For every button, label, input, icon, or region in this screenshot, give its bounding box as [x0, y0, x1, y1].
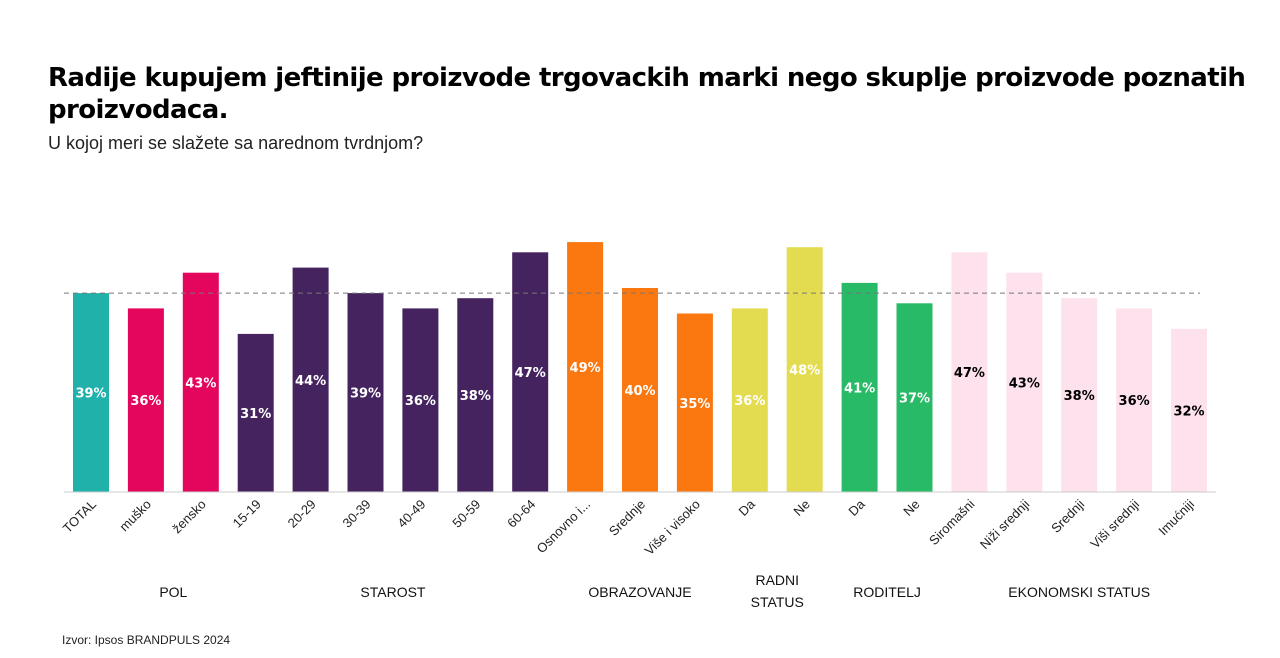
x-tick-label-0: TOTAL	[60, 497, 99, 536]
bar-6	[402, 308, 439, 492]
data-label-7: 38%	[460, 389, 491, 404]
data-label-4: 44%	[295, 374, 326, 389]
data-label-0: 39%	[75, 387, 106, 402]
data-label-19: 36%	[1119, 394, 1150, 409]
data-label-18: 38%	[1064, 389, 1095, 404]
bar-18	[1061, 298, 1098, 492]
bar-2	[182, 272, 219, 492]
data-label-9: 49%	[570, 361, 601, 376]
chart-title: Radije kupujem jeftinije proizvode trgov…	[48, 63, 1246, 125]
bar-16	[951, 252, 988, 492]
bar-5	[347, 293, 384, 492]
bar-14	[841, 282, 878, 492]
x-tick-label-1: muško	[116, 497, 154, 535]
group-label-6: EKONOMSKI STATUS	[1008, 584, 1150, 600]
data-label-10: 40%	[624, 384, 655, 399]
bar-11	[676, 313, 713, 492]
x-tick-label-7: 50-59	[449, 497, 483, 531]
x-tick-label-20: Imućniji	[1155, 496, 1197, 538]
bar-9	[567, 242, 604, 492]
bar-15	[896, 303, 933, 492]
group-label-1: POL	[159, 584, 187, 600]
x-tick-label-6: 40-49	[394, 497, 428, 531]
x-tick-label-12: Da	[736, 496, 759, 519]
bar-17	[1006, 272, 1043, 492]
x-tick-label-11: Više i visoko	[641, 497, 703, 559]
data-label-1: 36%	[130, 394, 161, 409]
data-label-8: 47%	[515, 366, 546, 381]
source-note: Izvor: Ipsos BRANDPULS 2024	[62, 633, 231, 647]
data-label-20: 32%	[1173, 404, 1204, 419]
x-tick-label-17: Niži srednji	[977, 496, 1033, 552]
data-label-17: 43%	[1009, 376, 1040, 391]
data-label-3: 31%	[240, 407, 271, 422]
data-label-16: 47%	[954, 366, 985, 381]
bar-13	[786, 247, 823, 492]
x-tick-label-14: Da	[845, 496, 868, 519]
x-tick-label-18: Srednji	[1048, 496, 1087, 535]
x-tick-label-16: Siromašni	[926, 496, 978, 548]
bars-layer	[73, 242, 1207, 492]
bar-8	[512, 252, 549, 492]
x-tick-label-4: 20-29	[285, 497, 319, 531]
data-label-12: 36%	[734, 394, 765, 409]
x-tick-label-3: 15-19	[230, 497, 264, 531]
group-labels-layer: POL STAROST OBRAZOVANJE RADNI STATUS RODITELJ…	[159, 572, 1150, 610]
x-tick-label-13: Ne	[790, 497, 812, 519]
x-tick-label-5: 30-39	[340, 497, 374, 531]
bar-3	[237, 333, 274, 492]
x-tick-label-9: Osnovno i...	[534, 497, 594, 557]
data-label-14: 41%	[844, 381, 875, 396]
bar-20	[1171, 328, 1207, 492]
bar-19	[1116, 308, 1153, 492]
category-labels-layer: TOTAL muško žensko 15-19 20-29 30-39 40-49 50-5…	[60, 496, 1197, 558]
x-tick-label-10: Srednje	[606, 497, 648, 539]
bar-10	[622, 288, 658, 492]
data-label-5: 39%	[350, 387, 381, 402]
group-label-3: OBRAZOVANJE	[588, 584, 691, 600]
x-tick-label-8: 60-64	[504, 497, 538, 531]
group-label-4: RADNI STATUS	[751, 572, 804, 610]
bar-7	[457, 298, 494, 492]
bar-0	[73, 293, 109, 492]
x-tick-label-2: žensko	[169, 497, 209, 537]
data-label-13: 48%	[789, 364, 820, 379]
value-labels-layer: 39% 36% 43% 31% 44% 39% 36% 38% 47% 49% 40% 35% 36% 4…	[75, 361, 1204, 422]
bar-1	[127, 308, 164, 492]
data-label-6: 36%	[405, 394, 436, 409]
group-label-2: STAROST	[360, 584, 426, 600]
bar-12	[731, 308, 768, 492]
data-label-15: 37%	[899, 392, 930, 407]
x-tick-label-19: Viši srednji	[1087, 496, 1142, 551]
data-label-2: 43%	[185, 376, 216, 391]
data-label-11: 35%	[679, 397, 710, 412]
chart-subtitle: U kojoj meri se slažete sa narednom tvrd…	[48, 133, 424, 153]
bar-4	[292, 267, 329, 492]
group-label-5: RODITELJ	[853, 584, 921, 600]
x-tick-label-15: Ne	[900, 497, 922, 519]
